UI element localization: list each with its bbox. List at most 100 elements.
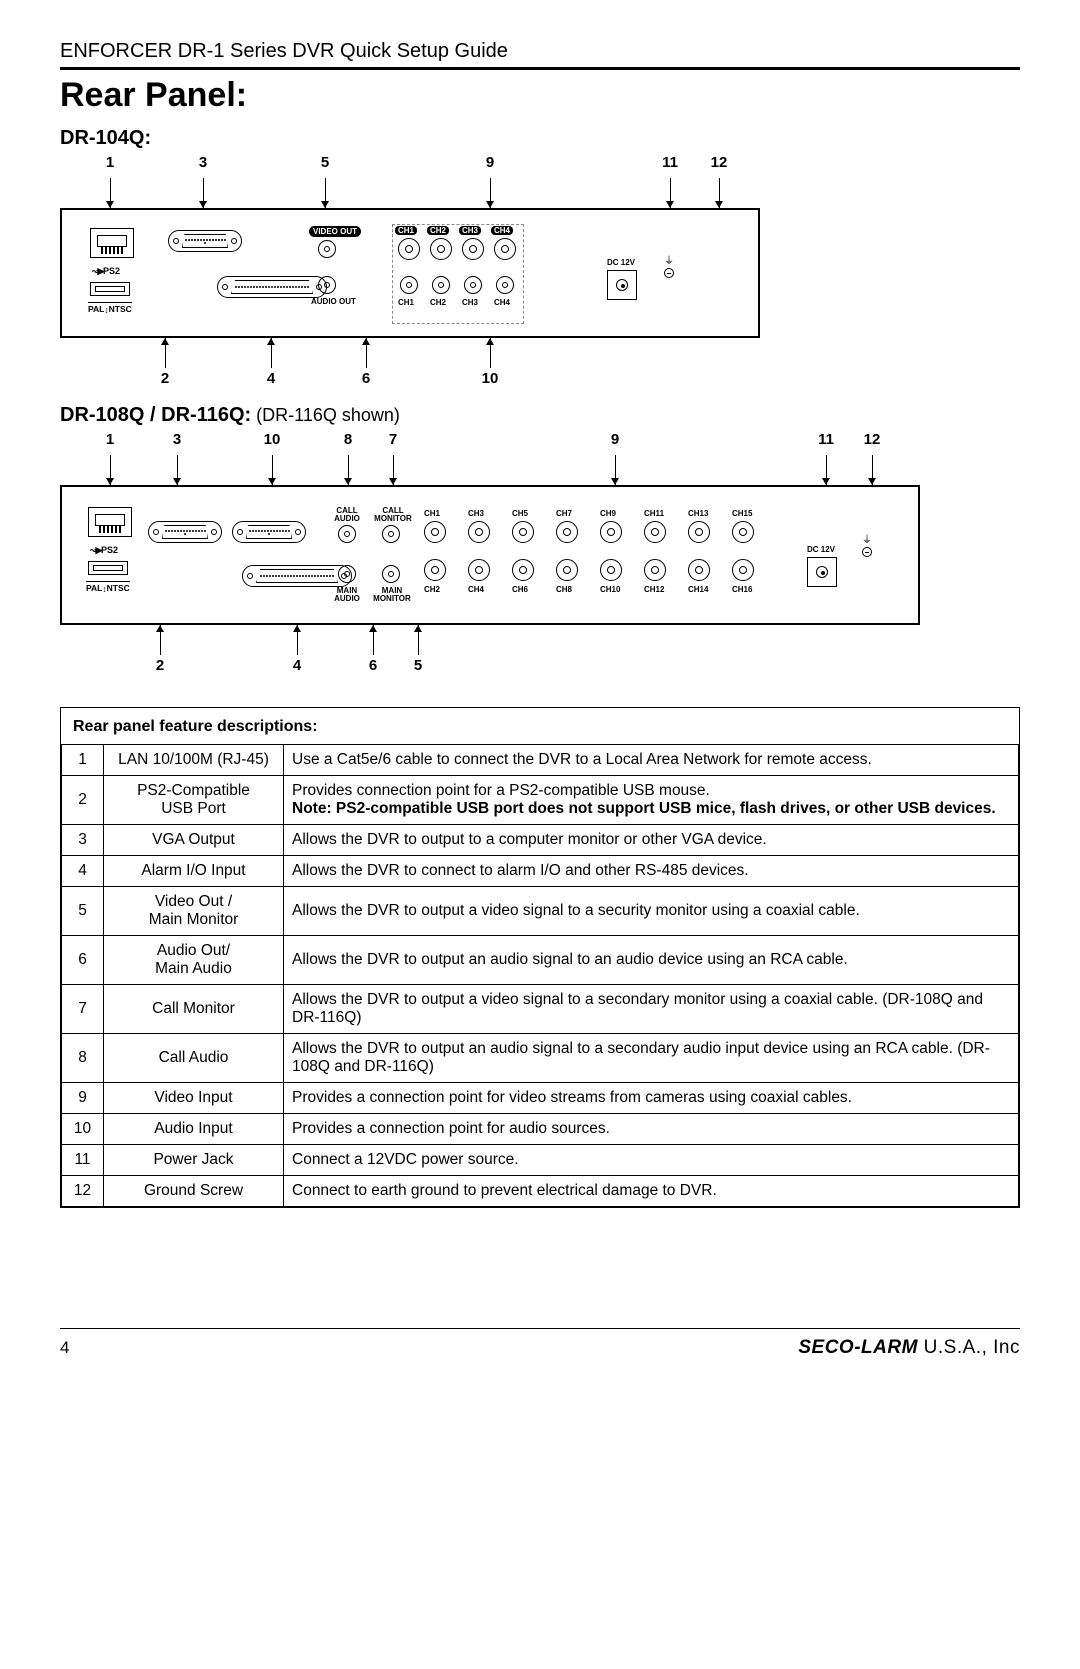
- callout-3: 3: [199, 154, 207, 171]
- video-in-bnc: [424, 521, 446, 543]
- table-row: 5Video Out /Main MonitorAllows the DVR t…: [62, 887, 1019, 936]
- feature-table-wrap: Rear panel feature descriptions: 1LAN 10…: [60, 707, 1020, 1208]
- feature-name: Alarm I/O Input: [104, 856, 284, 887]
- ground-screw: [664, 268, 674, 278]
- feature-table-caption: Rear panel feature descriptions:: [61, 708, 1019, 744]
- feature-desc: Use a Cat5e/6 cable to connect the DVR t…: [284, 745, 1019, 776]
- alarm-io-port-116: [242, 565, 352, 587]
- feature-num: 11: [62, 1145, 104, 1176]
- feature-num: 4: [62, 856, 104, 887]
- ch-label: CH14: [688, 585, 708, 594]
- panel116-top-callouts: 13108791112: [60, 431, 920, 453]
- video-in-bnc: [430, 238, 452, 260]
- vga-port: [168, 230, 242, 252]
- video-in-bnc: [600, 559, 622, 581]
- feature-name: Video Out /Main Monitor: [104, 887, 284, 936]
- callout-2: 2: [161, 370, 169, 387]
- panel116-bottom-pointers: [60, 625, 920, 655]
- ch-label: CH3: [462, 298, 478, 307]
- panel104-top-callouts: 13591112: [60, 154, 1020, 176]
- video-in-bnc: [494, 238, 516, 260]
- feature-desc: Provides a connection point for audio so…: [284, 1114, 1019, 1145]
- table-row: 12Ground ScrewConnect to earth ground to…: [62, 1176, 1019, 1207]
- ch-label: CH3: [459, 226, 481, 235]
- ground-screw-116: [862, 547, 872, 557]
- dc-label-116: DC 12V: [807, 545, 835, 554]
- video-in-bnc: [512, 559, 534, 581]
- feature-name: LAN 10/100M (RJ-45): [104, 745, 284, 776]
- video-in-bnc: [556, 559, 578, 581]
- video-out-label: VIDEO OUT: [309, 228, 361, 236]
- video-in-bnc: [644, 559, 666, 581]
- panel104-heading: DR-104Q:: [60, 127, 1020, 150]
- ch-label: CH4: [468, 585, 484, 594]
- feature-num: 9: [62, 1083, 104, 1114]
- table-row: 9Video InputProvides a connection point …: [62, 1083, 1019, 1114]
- callout-5: 5: [414, 657, 422, 674]
- ch-label: CH10: [600, 585, 620, 594]
- callout-8: 8: [344, 431, 352, 448]
- feature-num: 12: [62, 1176, 104, 1207]
- ps2-label-116: PS2: [90, 545, 118, 556]
- ch-label: CH1: [398, 298, 414, 307]
- video-in-bnc: [556, 521, 578, 543]
- dc-label: DC 12V: [607, 258, 635, 267]
- brand: SECO-LARM U.S.A., Inc: [798, 1337, 1020, 1359]
- dc-jack-116: [807, 557, 837, 587]
- ch-label: CH16: [732, 585, 752, 594]
- feature-desc: Allows the DVR to output an audio signal…: [284, 1034, 1019, 1083]
- audio-in-port-116: [232, 521, 306, 543]
- main-audio-bnc: [338, 565, 356, 583]
- feature-num: 1: [62, 745, 104, 776]
- panel116-top-pointers: [60, 455, 920, 485]
- ch-label: CH15: [732, 509, 752, 518]
- main-monitor-label: MAIN MONITOR: [372, 587, 412, 603]
- ch-label: CH5: [512, 509, 528, 518]
- callout-2: 2: [156, 657, 164, 674]
- audio-in-bnc: [400, 276, 418, 294]
- table-row: 11Power JackConnect a 12VDC power source…: [62, 1145, 1019, 1176]
- ch-label: CH1: [424, 509, 440, 518]
- feature-num: 6: [62, 936, 104, 985]
- table-row: 10Audio InputProvides a connection point…: [62, 1114, 1019, 1145]
- audio-in-bnc: [464, 276, 482, 294]
- callout-12: 12: [711, 154, 728, 171]
- callout-6: 6: [362, 370, 370, 387]
- table-row: 3VGA OutputAllows the DVR to output to a…: [62, 825, 1019, 856]
- feature-desc: Connect to earth ground to prevent elect…: [284, 1176, 1019, 1207]
- table-row: 8Call AudioAllows the DVR to output an a…: [62, 1034, 1019, 1083]
- ch-label: CH9: [600, 509, 616, 518]
- ps2-label: PS2: [92, 266, 120, 277]
- dc-jack: [607, 270, 637, 300]
- video-in-bnc: [732, 559, 754, 581]
- feature-num: 2: [62, 776, 104, 825]
- audio-out-label: AUDIO OUT: [311, 298, 356, 306]
- table-row: 7Call MonitorAllows the DVR to output a …: [62, 985, 1019, 1034]
- main-audio-label: MAIN AUDIO: [332, 587, 362, 603]
- footer-rule: [60, 1328, 1020, 1329]
- ch-label: CH12: [644, 585, 664, 594]
- lan-port: [90, 228, 134, 258]
- call-audio-bnc: [338, 525, 356, 543]
- video-in-bnc: [468, 521, 490, 543]
- ch-label: CH6: [512, 585, 528, 594]
- callout-11: 11: [662, 154, 678, 171]
- ch-label: CH1: [395, 226, 417, 235]
- feature-name: PS2-CompatibleUSB Port: [104, 776, 284, 825]
- video-in-bnc: [398, 238, 420, 260]
- audio-out-bnc: [318, 276, 336, 294]
- ground-symbol-116: ⏚: [862, 531, 872, 546]
- video-in-bnc: [644, 521, 666, 543]
- callout-9: 9: [486, 154, 494, 171]
- audio-in-bnc: [432, 276, 450, 294]
- ch-label: CH2: [430, 298, 446, 307]
- table-row: 6Audio Out/Main AudioAllows the DVR to o…: [62, 936, 1019, 985]
- video-in-bnc: [688, 559, 710, 581]
- ch-label: CH8: [556, 585, 572, 594]
- callout-11: 11: [818, 431, 834, 448]
- feature-table: 1LAN 10/100M (RJ-45)Use a Cat5e/6 cable …: [61, 744, 1019, 1207]
- video-in-bnc: [468, 559, 490, 581]
- call-audio-label: CALL AUDIO: [332, 507, 362, 523]
- table-row: 2PS2-CompatibleUSB PortProvides connecti…: [62, 776, 1019, 825]
- callout-7: 7: [389, 431, 397, 448]
